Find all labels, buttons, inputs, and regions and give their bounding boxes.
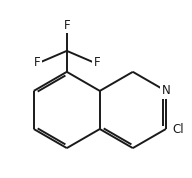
Text: F: F [33,56,40,69]
Text: F: F [94,56,100,69]
Text: Cl: Cl [173,122,184,135]
Text: F: F [64,19,70,32]
Text: N: N [161,84,170,97]
